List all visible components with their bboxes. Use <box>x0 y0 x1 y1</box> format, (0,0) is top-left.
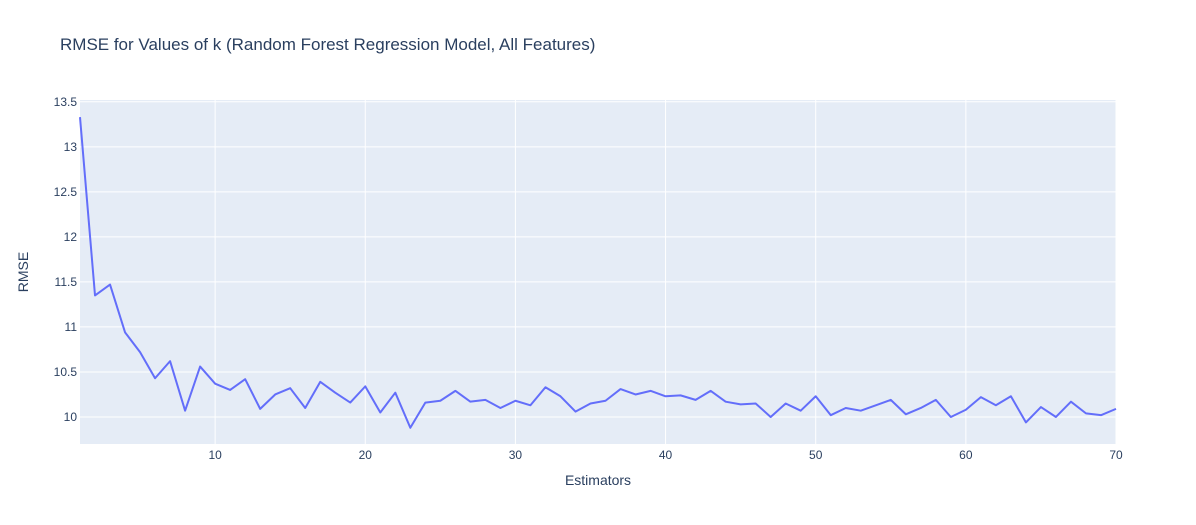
x-tick-labels: 10 20 30 40 50 60 70 <box>208 448 1123 462</box>
y-tick-label: 11 <box>65 320 78 334</box>
y-tick-label: 13 <box>64 140 78 154</box>
series-line-rmse <box>79 117 1117 429</box>
y-tick-label: 10.5 <box>54 365 78 379</box>
x-tick-label: 60 <box>959 448 973 462</box>
plot-area <box>80 100 1116 444</box>
y-tick-label: 10 <box>64 410 78 424</box>
y-tick-labels: 10 10.5 11 11.5 12 12.5 13 13.5 <box>54 95 78 424</box>
y-tick-label: 11.5 <box>55 275 78 289</box>
y-tick-label: 12 <box>64 230 78 244</box>
x-tick-label: 50 <box>809 448 823 462</box>
x-tick-label: 30 <box>509 448 523 462</box>
y-axis-title: RMSE <box>15 252 31 292</box>
y-tick-label: 12.5 <box>54 185 78 199</box>
x-gridlines <box>214 100 1117 444</box>
x-tick-label: 20 <box>359 448 373 462</box>
x-tick-label: 40 <box>659 448 673 462</box>
y-tick-label: 13.5 <box>54 95 78 109</box>
x-axis-title: Estimators <box>565 472 631 488</box>
y-gridlines <box>80 101 1116 418</box>
x-tick-label: 70 <box>1109 448 1123 462</box>
x-tick-label: 10 <box>208 448 222 462</box>
chart-title: RMSE for Values of k (Random Forest Regr… <box>60 35 595 54</box>
